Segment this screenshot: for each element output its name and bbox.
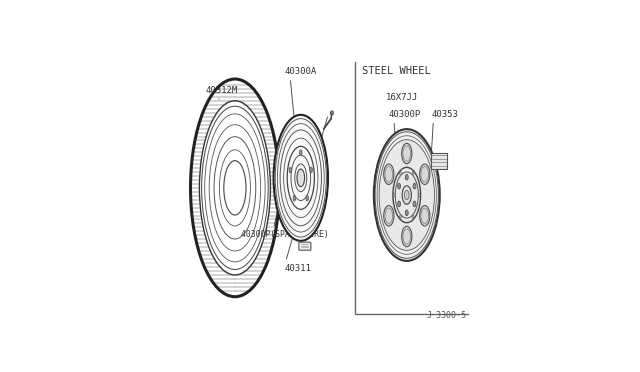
Ellipse shape xyxy=(405,174,408,180)
Text: J·3300·5: J·3300·5 xyxy=(427,311,467,320)
Text: 40353: 40353 xyxy=(431,109,458,119)
Ellipse shape xyxy=(412,215,414,218)
Ellipse shape xyxy=(420,206,430,226)
Bar xyxy=(431,153,447,169)
Ellipse shape xyxy=(384,206,394,226)
Ellipse shape xyxy=(398,185,400,187)
Text: 40312M: 40312M xyxy=(205,86,237,95)
Ellipse shape xyxy=(397,183,401,189)
Text: 40300A: 40300A xyxy=(284,67,316,76)
Ellipse shape xyxy=(420,164,430,185)
Ellipse shape xyxy=(384,164,394,185)
Text: 16X7JJ: 16X7JJ xyxy=(386,93,418,102)
Ellipse shape xyxy=(394,193,395,197)
Text: 40300P(SPARE TIRE): 40300P(SPARE TIRE) xyxy=(241,230,328,239)
Ellipse shape xyxy=(397,201,401,207)
Ellipse shape xyxy=(413,183,416,189)
Ellipse shape xyxy=(402,143,412,164)
Text: 40311: 40311 xyxy=(284,264,311,273)
Text: STEEL WHEEL: STEEL WHEEL xyxy=(362,66,431,76)
Ellipse shape xyxy=(405,210,408,216)
Ellipse shape xyxy=(413,185,415,187)
Ellipse shape xyxy=(412,171,414,175)
Ellipse shape xyxy=(273,114,328,241)
Ellipse shape xyxy=(413,202,415,205)
Ellipse shape xyxy=(402,186,412,204)
Ellipse shape xyxy=(310,169,312,171)
Ellipse shape xyxy=(290,169,291,171)
Ellipse shape xyxy=(419,193,420,197)
Text: 40300P: 40300P xyxy=(388,109,420,119)
Ellipse shape xyxy=(399,215,401,218)
Ellipse shape xyxy=(402,226,412,247)
Ellipse shape xyxy=(406,211,408,214)
Ellipse shape xyxy=(297,169,305,187)
Ellipse shape xyxy=(307,197,308,200)
Ellipse shape xyxy=(406,176,408,179)
Ellipse shape xyxy=(398,202,400,205)
Ellipse shape xyxy=(294,197,295,200)
Ellipse shape xyxy=(374,128,440,262)
Ellipse shape xyxy=(404,190,409,200)
FancyBboxPatch shape xyxy=(299,242,311,250)
Ellipse shape xyxy=(399,171,401,175)
Ellipse shape xyxy=(379,140,435,250)
Ellipse shape xyxy=(300,151,301,154)
Ellipse shape xyxy=(413,201,416,207)
